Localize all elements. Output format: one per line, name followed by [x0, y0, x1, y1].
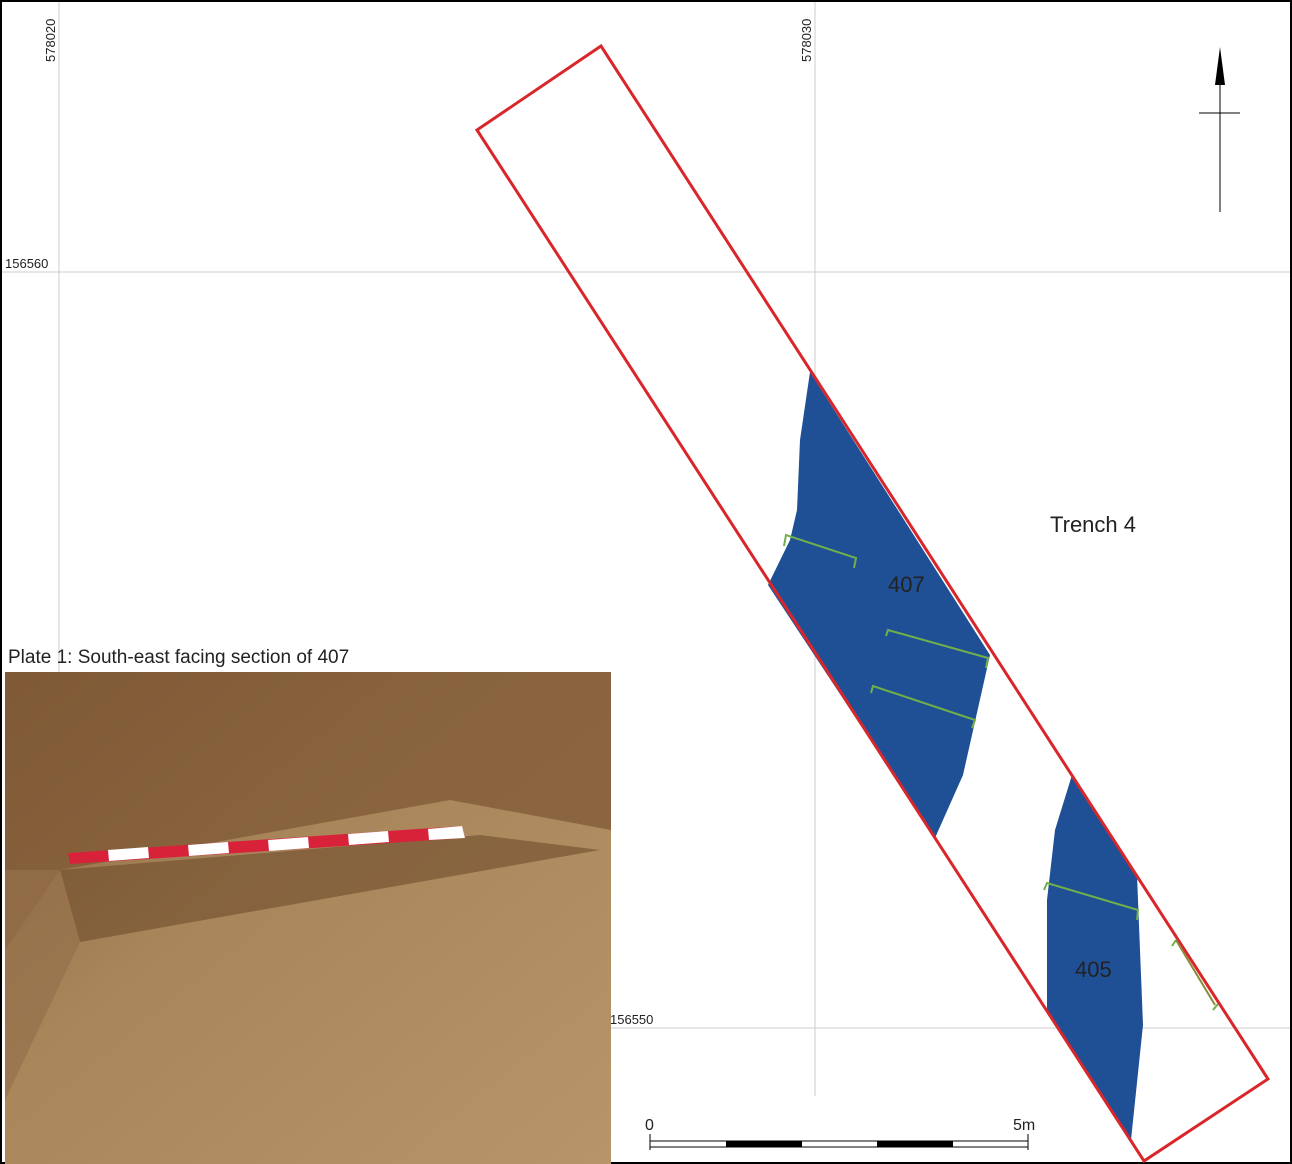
easting-label: 578030: [799, 19, 814, 62]
trench-label: Trench 4: [1050, 512, 1136, 537]
northing-label: 156560: [5, 256, 48, 271]
scale-bar: [650, 1134, 1028, 1150]
northing-label: 156550: [610, 1012, 653, 1027]
easting-label: 578020: [43, 19, 58, 62]
feature-label: 405: [1075, 957, 1112, 982]
feature-label: 407: [888, 572, 925, 597]
plate-caption: Plate 1: South-east facing section of 40…: [8, 647, 349, 668]
photo: [5, 672, 611, 1164]
feature-407: [768, 372, 990, 838]
north-arrow: [1199, 47, 1240, 212]
scale-end: 5m: [1013, 1117, 1035, 1134]
scale-start: 0: [645, 1117, 654, 1134]
map: 578020 578030 156560 156550 407 405 Tren…: [0, 0, 1292, 1164]
